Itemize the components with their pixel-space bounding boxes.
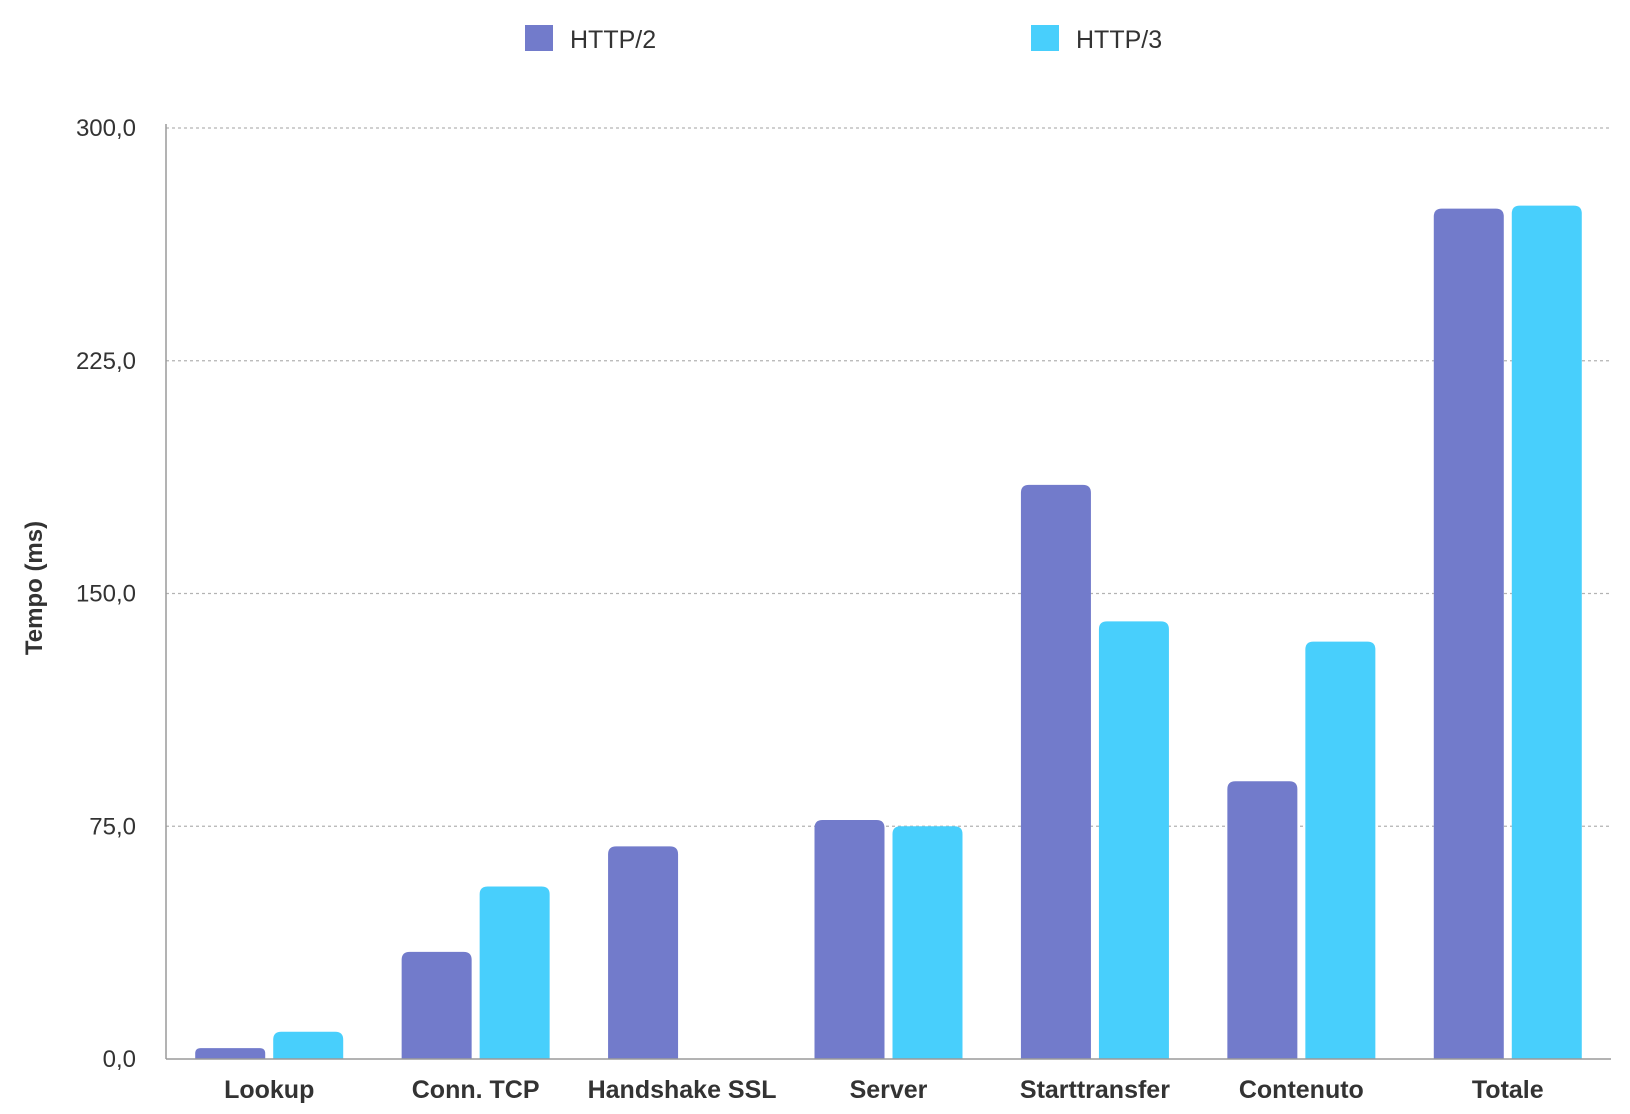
bar-http2 — [1020, 484, 1091, 1060]
x-axis-labels: Lookup Conn. TCP Handshake SSL Server Startt… — [224, 1076, 1544, 1104]
bar-http3 — [1511, 205, 1582, 1060]
x-tick-label: Contenuto — [1239, 1076, 1364, 1104]
legend-swatch-http3 — [1031, 25, 1059, 51]
x-tick-label: Starttransfer — [1020, 1076, 1170, 1104]
legend-label-http3: HTTP/3 — [1076, 26, 1162, 54]
bar-http2 — [195, 1048, 266, 1059]
bar-http2 — [1433, 208, 1504, 1060]
bar-http3 — [892, 826, 963, 1059]
y-tick-label: 75,0 — [89, 813, 136, 840]
bar-http3 — [1305, 641, 1376, 1059]
x-tick-label: Server — [850, 1076, 928, 1104]
bar-http3 — [1098, 621, 1169, 1059]
y-tick-label: 0,0 — [103, 1046, 136, 1073]
x-tick-label: Conn. TCP — [412, 1076, 540, 1104]
bar-http2 — [401, 951, 472, 1059]
x-tick-label: Totale — [1472, 1076, 1544, 1104]
gridlines — [166, 127, 1611, 827]
y-axis-ticks: 0,0 75,0 150,0 225,0 300,0 — [76, 115, 136, 1073]
bar-http3 — [479, 886, 550, 1059]
bar-http2 — [608, 846, 679, 1059]
y-tick-label: 225,0 — [76, 348, 136, 375]
bar-http2 — [814, 820, 885, 1059]
bar-http3 — [273, 1031, 344, 1059]
y-tick-label: 300,0 — [76, 115, 136, 142]
axes — [165, 124, 1611, 1060]
y-tick-label: 150,0 — [76, 581, 136, 608]
bars — [195, 205, 1582, 1060]
x-tick-label: Handshake SSL — [588, 1076, 777, 1104]
y-axis-title: Tempo (ms) — [21, 521, 48, 655]
legend: HTTP/2 HTTP/3 — [525, 25, 1162, 54]
legend-label-http2: HTTP/2 — [570, 26, 656, 54]
legend-swatch-http2 — [525, 25, 553, 51]
x-tick-label: Lookup — [224, 1076, 314, 1104]
bar-http2 — [1227, 781, 1298, 1059]
